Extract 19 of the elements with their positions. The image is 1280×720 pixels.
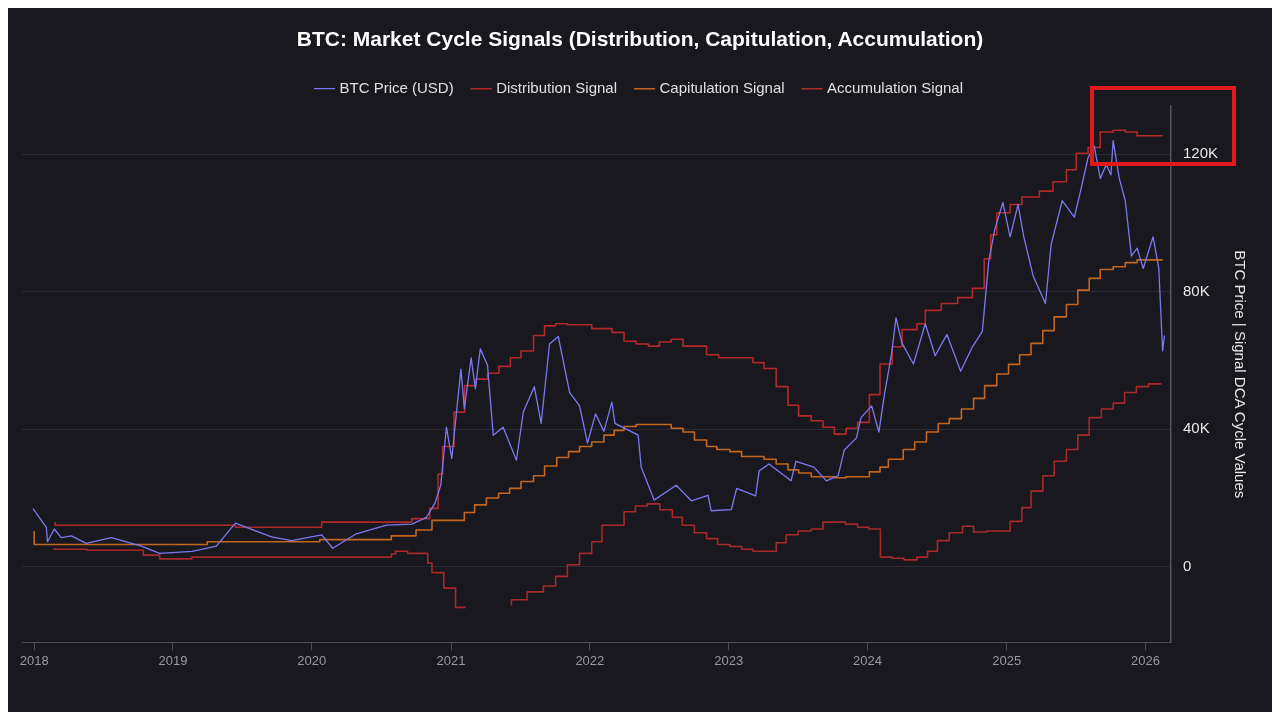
y-tick-label: 120K: [1182, 144, 1219, 162]
legend-label: Capitulation Signal: [659, 78, 785, 96]
y-tick-label: 40K: [1182, 419, 1210, 437]
y-tick-label: 80K: [1182, 281, 1210, 299]
x-tick-label: 2019: [158, 652, 188, 668]
legend-label: Accumulation Signal: [827, 78, 964, 96]
x-tick-label: 2021: [436, 652, 466, 668]
x-tick-label: 2026: [1131, 652, 1160, 668]
x-tick-label: 2022: [575, 652, 605, 668]
legend-label: Distribution Signal: [496, 78, 618, 96]
y-axis-title: BTC Price | Signal DCA Cycle Values: [1231, 250, 1249, 499]
x-tick-label: 2020: [297, 652, 327, 668]
chart-title: BTC: Market Cycle Signals (Distribution, Capitulation, Accumulation): [296, 27, 984, 51]
x-tick-label: 2023: [714, 652, 744, 668]
x-tick-label: 2018: [19, 652, 49, 668]
legend-label: BTC Price (USD): [339, 78, 454, 96]
x-tick-label: 2025: [992, 652, 1022, 668]
x-tick-label: 2024: [853, 652, 882, 668]
y-tick-label: 0: [1182, 556, 1192, 574]
